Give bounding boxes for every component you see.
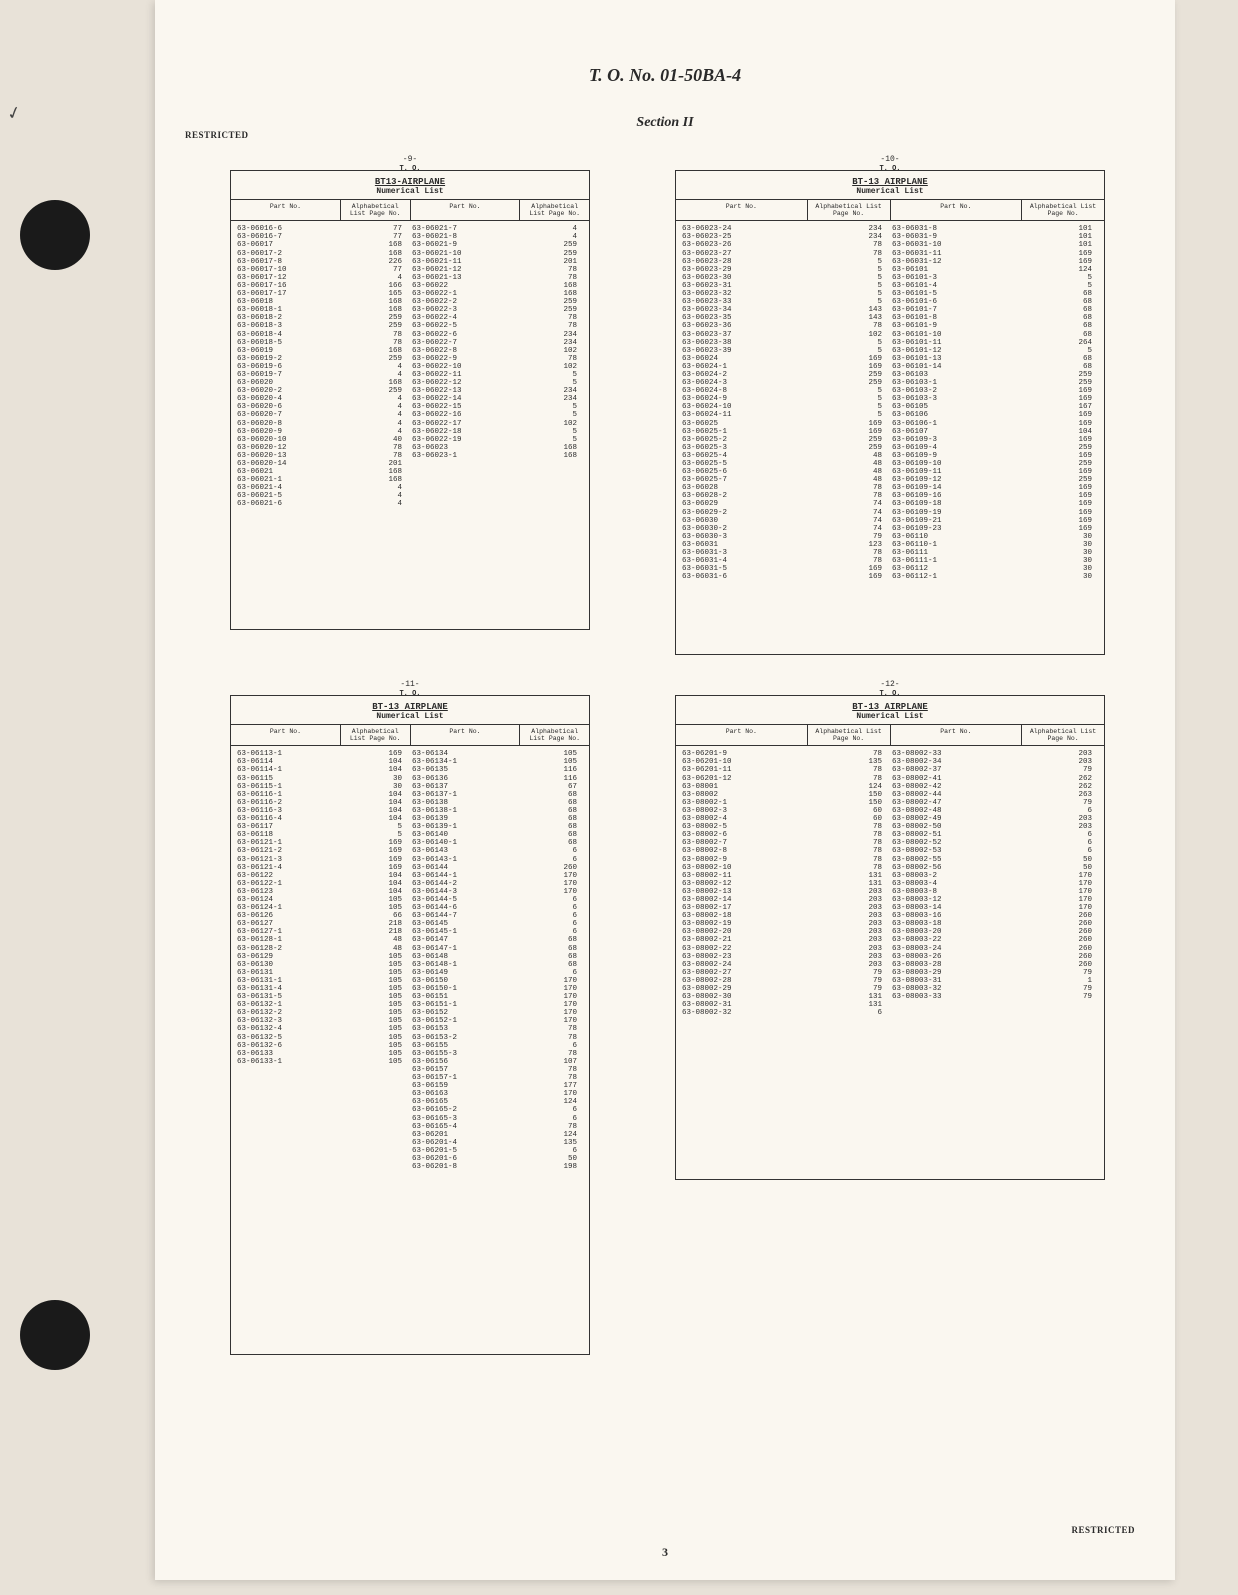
- data-area: 63-06023-24 63-06023-25 63-06023-26 63-0…: [676, 221, 1104, 585]
- page-numbers: 78 135 78 78 124 150 150 60 60 78 78 78 …: [815, 750, 890, 1017]
- colhead-page: Alphabetical List Page No.: [341, 200, 411, 220]
- page-numbers: 234 234 78 78 5 5 5 5 5 5 143 143 78 102…: [815, 225, 890, 581]
- colhead-page: Alphabetical List Page No.: [520, 725, 589, 745]
- table-panel-12: -12- T. O. BT-13 AIRPLANE Numerical List…: [675, 695, 1105, 1180]
- colhead-part: Part No.: [676, 725, 808, 745]
- part-numbers: 63-06201-9 63-06201-10 63-06201-11 63-06…: [680, 750, 815, 1017]
- table-panel-11: -11- T. O. BT-13 AIRPLANE Numerical List…: [230, 695, 590, 1355]
- table-panel-9: -9- T. O. BT13-AIRPLANE Numerical List P…: [230, 170, 590, 630]
- punch-hole: [20, 1300, 90, 1370]
- colhead-page: Alphabetical List Page No.: [808, 725, 891, 745]
- colhead-page: Alphabetical List Page No.: [1022, 725, 1104, 745]
- column-headers: Part No. Alphabetical List Page No. Part…: [676, 199, 1104, 221]
- panel-title: BT-13 AIRPLANE: [676, 177, 1104, 187]
- column-headers: Part No. Alphabetical List Page No. Part…: [231, 724, 589, 746]
- data-column: 63-06201-9 63-06201-10 63-06201-11 63-06…: [680, 750, 890, 1017]
- part-numbers: 63-06023-24 63-06023-25 63-06023-26 63-0…: [680, 225, 815, 581]
- panel-subtitle: Numerical List: [231, 712, 589, 721]
- colhead-page: Alphabetical List Page No.: [341, 725, 411, 745]
- data-column: 63-06023-24 63-06023-25 63-06023-26 63-0…: [680, 225, 890, 581]
- panel-to-label: T. O.: [231, 690, 589, 698]
- part-numbers: 63-06021-7 63-06021-8 63-06021-9 63-0602…: [410, 225, 522, 508]
- punch-hole: [20, 200, 90, 270]
- page-numbers: 77 77 168 168 226 77 4 166 165 168 168 2…: [347, 225, 410, 508]
- data-area: 63-06201-9 63-06201-10 63-06201-11 63-06…: [676, 746, 1104, 1021]
- colhead-part: Part No.: [891, 200, 1023, 220]
- column-headers: Part No. Alphabetical List Page No. Part…: [676, 724, 1104, 746]
- section-header: Section II: [155, 115, 1175, 131]
- table-panel-10: -10- T. O. BT-13 AIRPLANE Numerical List…: [675, 170, 1105, 655]
- page-numbers: 169 104 104 30 30 104 104 104 104 5 5 16…: [347, 750, 410, 1171]
- data-area: 63-06113-1 63-06114 63-06114-1 63-06115 …: [231, 746, 589, 1175]
- margin-scribble: ✓: [5, 99, 23, 127]
- panel-pagenum: -10-: [676, 155, 1104, 164]
- part-numbers: 63-06113-1 63-06114 63-06114-1 63-06115 …: [235, 750, 347, 1171]
- colhead-page: Alphabetical List Page No.: [808, 200, 891, 220]
- colhead-part: Part No.: [411, 725, 521, 745]
- part-numbers: 63-06031-8 63-06031-9 63-06031-10 63-060…: [890, 225, 1025, 581]
- panel-subtitle: Numerical List: [676, 712, 1104, 721]
- colhead-part: Part No.: [231, 200, 341, 220]
- colhead-part: Part No.: [411, 200, 521, 220]
- restricted-label-bottom: RESTRICTED: [1071, 1525, 1135, 1535]
- panel-title: BT13-AIRPLANE: [231, 177, 589, 187]
- part-numbers: 63-06016-6 63-06016-7 63-06017 63-06017-…: [235, 225, 347, 508]
- page-numbers: 4 4 259 259 201 78 78 168 168 259 259 78…: [522, 225, 585, 508]
- data-column: 63-06113-1 63-06114 63-06114-1 63-06115 …: [235, 750, 410, 1171]
- panel-pagenum: -11-: [231, 680, 589, 689]
- part-numbers: 63-06134 63-06134-1 63-06135 63-06136 63…: [410, 750, 522, 1171]
- restricted-label-top: RESTRICTED: [185, 130, 249, 140]
- data-column: 63-06031-8 63-06031-9 63-06031-10 63-060…: [890, 225, 1100, 581]
- data-column: 63-06134 63-06134-1 63-06135 63-06136 63…: [410, 750, 585, 1171]
- panel-subtitle: Numerical List: [231, 187, 589, 196]
- colhead-part: Part No.: [676, 200, 808, 220]
- page-numbers: 203 203 79 262 262 263 79 6 203 203 6 6 …: [1025, 750, 1100, 1017]
- data-column: 63-06021-7 63-06021-8 63-06021-9 63-0602…: [410, 225, 585, 508]
- panel-title: BT-13 AIRPLANE: [231, 702, 589, 712]
- colhead-page: Alphabetical List Page No.: [1022, 200, 1104, 220]
- page-sheet: T. O. No. 01-50BA-4 Section II RESTRICTE…: [155, 0, 1175, 1580]
- doc-title: T. O. No. 01-50BA-4: [155, 65, 1175, 86]
- page-number: 3: [155, 1545, 1175, 1560]
- panel-subtitle: Numerical List: [676, 187, 1104, 196]
- panel-title: BT-13 AIRPLANE: [676, 702, 1104, 712]
- panel-to-label: T. O.: [676, 165, 1104, 173]
- panel-to-label: T. O.: [676, 690, 1104, 698]
- colhead-part: Part No.: [231, 725, 341, 745]
- column-headers: Part No. Alphabetical List Page No. Part…: [231, 199, 589, 221]
- colhead-page: Alphabetical List Page No.: [520, 200, 589, 220]
- colhead-part: Part No.: [891, 725, 1023, 745]
- panel-pagenum: -9-: [231, 155, 589, 164]
- panel-pagenum: -12-: [676, 680, 1104, 689]
- part-numbers: 63-08002-33 63-08002-34 63-08002-37 63-0…: [890, 750, 1025, 1017]
- panel-to-label: T. O.: [231, 165, 589, 173]
- data-area: 63-06016-6 63-06016-7 63-06017 63-06017-…: [231, 221, 589, 512]
- page-numbers: 101 101 101 169 169 124 5 5 68 68 68 68 …: [1025, 225, 1100, 581]
- page-numbers: 105 105 116 116 67 68 68 68 68 68 68 68 …: [522, 750, 585, 1171]
- data-column: 63-08002-33 63-08002-34 63-08002-37 63-0…: [890, 750, 1100, 1017]
- data-column: 63-06016-6 63-06016-7 63-06017 63-06017-…: [235, 225, 410, 508]
